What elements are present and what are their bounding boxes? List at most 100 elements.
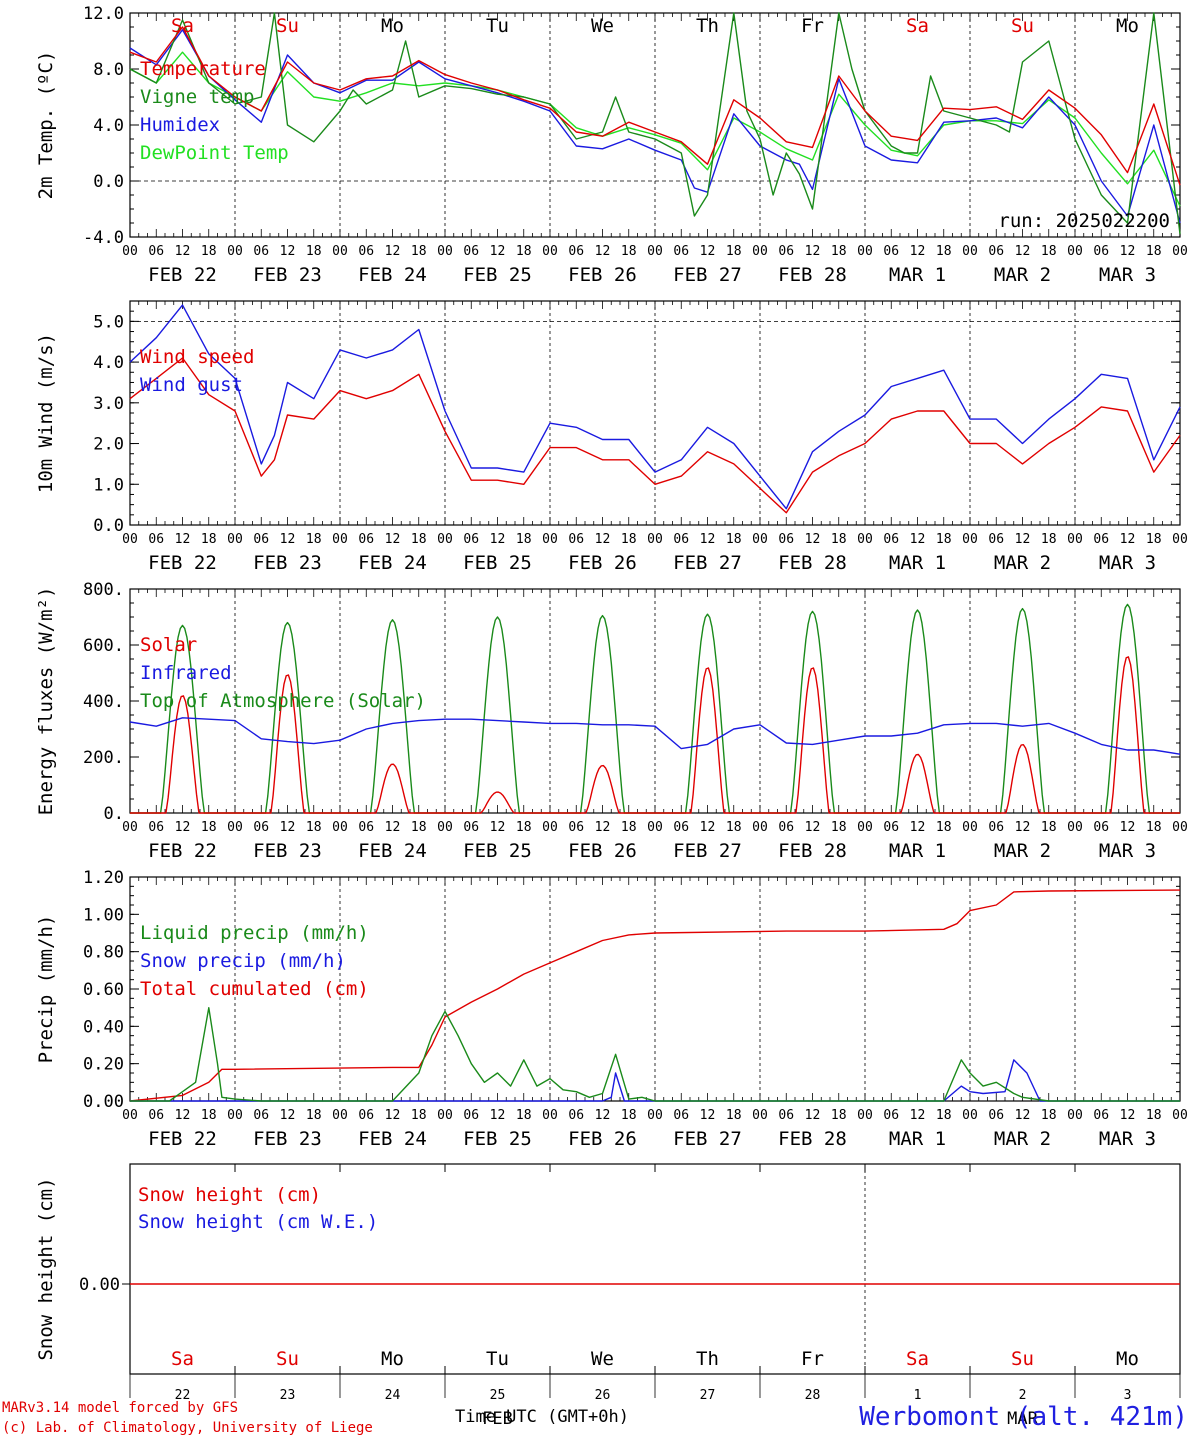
hour-tick-label: 00 bbox=[1067, 532, 1083, 547]
hour-tick-label: 18 bbox=[411, 820, 427, 835]
hour-tick-label: 06 bbox=[1093, 532, 1109, 547]
time-axis-label: Time UTC (GMT+0h) bbox=[455, 1407, 629, 1427]
hour-tick-label: 18 bbox=[1041, 1108, 1057, 1123]
y-tick-label: 0. bbox=[104, 804, 124, 824]
y-tick-label: 5.0 bbox=[93, 312, 124, 332]
hour-tick-label: 00 bbox=[227, 1108, 243, 1123]
hour-tick-label: 18 bbox=[1041, 244, 1057, 259]
hour-tick-label: 06 bbox=[778, 820, 794, 835]
hour-tick-label: 18 bbox=[1146, 820, 1162, 835]
lab-credit: (c) Lab. of Climatology, University of L… bbox=[2, 1420, 373, 1436]
hour-tick-label: 06 bbox=[568, 244, 584, 259]
date-tick-label: FEB 28 bbox=[778, 840, 847, 862]
hour-tick-label: 06 bbox=[1093, 820, 1109, 835]
hour-tick-label: 12 bbox=[1015, 244, 1031, 259]
hour-tick-label: 06 bbox=[988, 532, 1004, 547]
legend-entry: DewPoint Temp bbox=[140, 142, 289, 164]
hour-tick-label: 06 bbox=[883, 532, 899, 547]
hour-tick-label: 12 bbox=[805, 532, 821, 547]
hour-tick-label: 06 bbox=[568, 532, 584, 547]
legend-entry: Snow height (cm W.E.) bbox=[138, 1211, 378, 1233]
hour-tick-label: 06 bbox=[253, 244, 269, 259]
hour-tick-label: 12 bbox=[700, 244, 716, 259]
hour-tick-label: 06 bbox=[988, 244, 1004, 259]
hour-tick-label: 18 bbox=[621, 532, 637, 547]
series-line bbox=[129, 717, 1181, 755]
day-name-label: Su bbox=[1011, 1348, 1034, 1370]
y-tick-label: 600. bbox=[83, 636, 124, 656]
date-tick-label: FEB 26 bbox=[568, 264, 637, 286]
hour-tick-label: 12 bbox=[280, 820, 296, 835]
date-tick-label: MAR 1 bbox=[889, 552, 946, 574]
hour-tick-label: 12 bbox=[595, 1108, 611, 1123]
date-tick-label: MAR 3 bbox=[1099, 552, 1156, 574]
hour-tick-label: 12 bbox=[385, 532, 401, 547]
hour-tick-label: 18 bbox=[936, 532, 952, 547]
hour-tick-label: 12 bbox=[1120, 1108, 1136, 1123]
hour-tick-label: 00 bbox=[122, 532, 138, 547]
hour-tick-label: 12 bbox=[280, 1108, 296, 1123]
hour-tick-label: 06 bbox=[358, 820, 374, 835]
hour-tick-label: 12 bbox=[910, 244, 926, 259]
hour-tick-label: 00 bbox=[647, 244, 663, 259]
hour-tick-label: 00 bbox=[332, 1108, 348, 1123]
legend-entry: Snow precip (mm/h) bbox=[140, 950, 346, 972]
legend-entry: Humidex bbox=[140, 114, 220, 136]
hour-tick-label: 18 bbox=[726, 1108, 742, 1123]
date-tick-label: FEB 22 bbox=[148, 840, 217, 862]
hour-tick-label: 06 bbox=[883, 244, 899, 259]
day-name-label: Sa bbox=[171, 1348, 194, 1370]
hour-tick-label: 12 bbox=[175, 820, 191, 835]
date-tick-label: MAR 1 bbox=[889, 264, 946, 286]
date-tick-label: FEB 23 bbox=[253, 840, 322, 862]
hour-tick-label: 18 bbox=[1041, 532, 1057, 547]
day-name-label: Su bbox=[276, 1348, 299, 1370]
hour-tick-label: 18 bbox=[516, 820, 532, 835]
hour-tick-label: 06 bbox=[778, 244, 794, 259]
hour-tick-label: 06 bbox=[463, 1108, 479, 1123]
hour-tick-label: 18 bbox=[1146, 532, 1162, 547]
series-line bbox=[129, 304, 1181, 510]
hour-tick-label: 06 bbox=[253, 820, 269, 835]
hour-tick-label: 00 bbox=[227, 820, 243, 835]
hour-tick-label: 12 bbox=[805, 820, 821, 835]
hour-tick-label: 00 bbox=[857, 244, 873, 259]
date-tick-label: FEB 26 bbox=[568, 1128, 637, 1150]
y-tick-label: 1.00 bbox=[83, 905, 124, 925]
y-tick-label: 400. bbox=[83, 692, 124, 712]
day-name-label: Sa bbox=[171, 15, 194, 37]
day-name-label: Mo bbox=[381, 15, 404, 37]
y-tick-label: 4.0 bbox=[93, 353, 124, 373]
station-name: Werbomont (alt. 421m) bbox=[859, 1402, 1188, 1432]
hour-tick-label: 12 bbox=[700, 820, 716, 835]
date-tick-label: FEB 23 bbox=[253, 552, 322, 574]
hour-tick-label: 06 bbox=[568, 1108, 584, 1123]
hour-tick-label: 18 bbox=[201, 820, 217, 835]
day-number-label: 26 bbox=[595, 1388, 611, 1403]
hour-tick-label: 18 bbox=[516, 244, 532, 259]
hour-tick-label: 18 bbox=[306, 820, 322, 835]
legend-entry: Wind gust bbox=[140, 374, 243, 396]
hour-tick-label: 18 bbox=[831, 532, 847, 547]
date-tick-label: FEB 24 bbox=[358, 840, 427, 862]
hour-tick-label: 00 bbox=[542, 1108, 558, 1123]
hour-tick-label: 12 bbox=[595, 532, 611, 547]
legend-entry: Wind speed bbox=[140, 346, 254, 368]
legend-entry: Temperature bbox=[140, 58, 266, 80]
date-tick-label: FEB 28 bbox=[778, 264, 847, 286]
hour-tick-label: 00 bbox=[857, 532, 873, 547]
hour-tick-label: 06 bbox=[148, 244, 164, 259]
hour-tick-label: 00 bbox=[1172, 1108, 1188, 1123]
hour-tick-label: 00 bbox=[542, 820, 558, 835]
hour-tick-label: 00 bbox=[437, 532, 453, 547]
hour-tick-label: 18 bbox=[411, 532, 427, 547]
hour-tick-label: 06 bbox=[358, 1108, 374, 1123]
y-tick-label: 0.00 bbox=[79, 1275, 120, 1295]
hour-tick-label: 18 bbox=[306, 532, 322, 547]
y-tick-label: 0.80 bbox=[83, 943, 124, 963]
hour-tick-label: 12 bbox=[910, 532, 926, 547]
hour-tick-label: 00 bbox=[122, 244, 138, 259]
hour-tick-label: 06 bbox=[148, 820, 164, 835]
hour-tick-label: 06 bbox=[358, 532, 374, 547]
hour-tick-label: 12 bbox=[1120, 820, 1136, 835]
